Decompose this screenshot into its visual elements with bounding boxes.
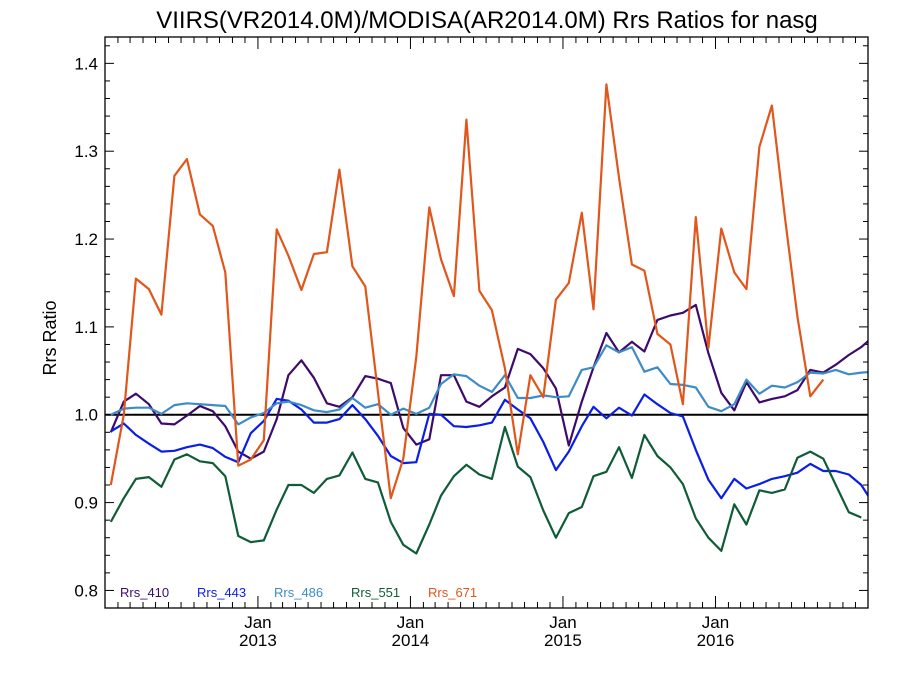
x-tick-label-year: 2014 [392,631,430,650]
y-tick-label: 0.8 [74,581,98,600]
y-axis-label: Rrs Ratio [40,300,60,375]
legend-item-rrs-671: Rrs_671 [428,585,477,600]
series-line-rrs-486 [110,344,868,426]
x-tick-label-month: Jan [244,613,271,632]
y-tick-label: 0.9 [74,494,98,513]
y-tick-label: 1.1 [74,318,98,337]
legend-item-rrs-443: Rrs_443 [197,585,246,600]
y-tick-label: 1.2 [74,230,98,249]
legend: Rrs_410 Rrs_443 Rrs_486 Rrs_551 Rrs_671 [120,585,477,600]
x-tick-label-year: 2015 [544,631,582,650]
x-tick-label-year: 2013 [239,631,277,650]
y-tick-label: 1.0 [74,406,98,425]
y-tick-label: 1.3 [74,142,98,161]
legend-item-rrs-486: Rrs_486 [274,585,323,600]
series-line-rrs-671 [109,83,825,500]
x-tick-label-month: Jan [702,613,729,632]
series-line-rrs-551 [109,425,862,555]
x-tick-label-year: 2016 [697,631,735,650]
legend-item-rrs-410: Rrs_410 [120,585,169,600]
x-tick-label-month: Jan [549,613,576,632]
y-tick-label: 1.4 [74,54,98,73]
chart-title: VIIRS(VR2014.0M)/MODISA(AR2014.0M) Rrs R… [156,7,818,34]
legend-item-rrs-551: Rrs_551 [351,585,400,600]
x-tick-label-month: Jan [397,613,424,632]
series-lines [109,83,868,555]
plot-frame [104,36,869,609]
axis-ticks: 0.80.91.01.11.21.31.4Jan2013Jan2014Jan20… [74,37,868,650]
